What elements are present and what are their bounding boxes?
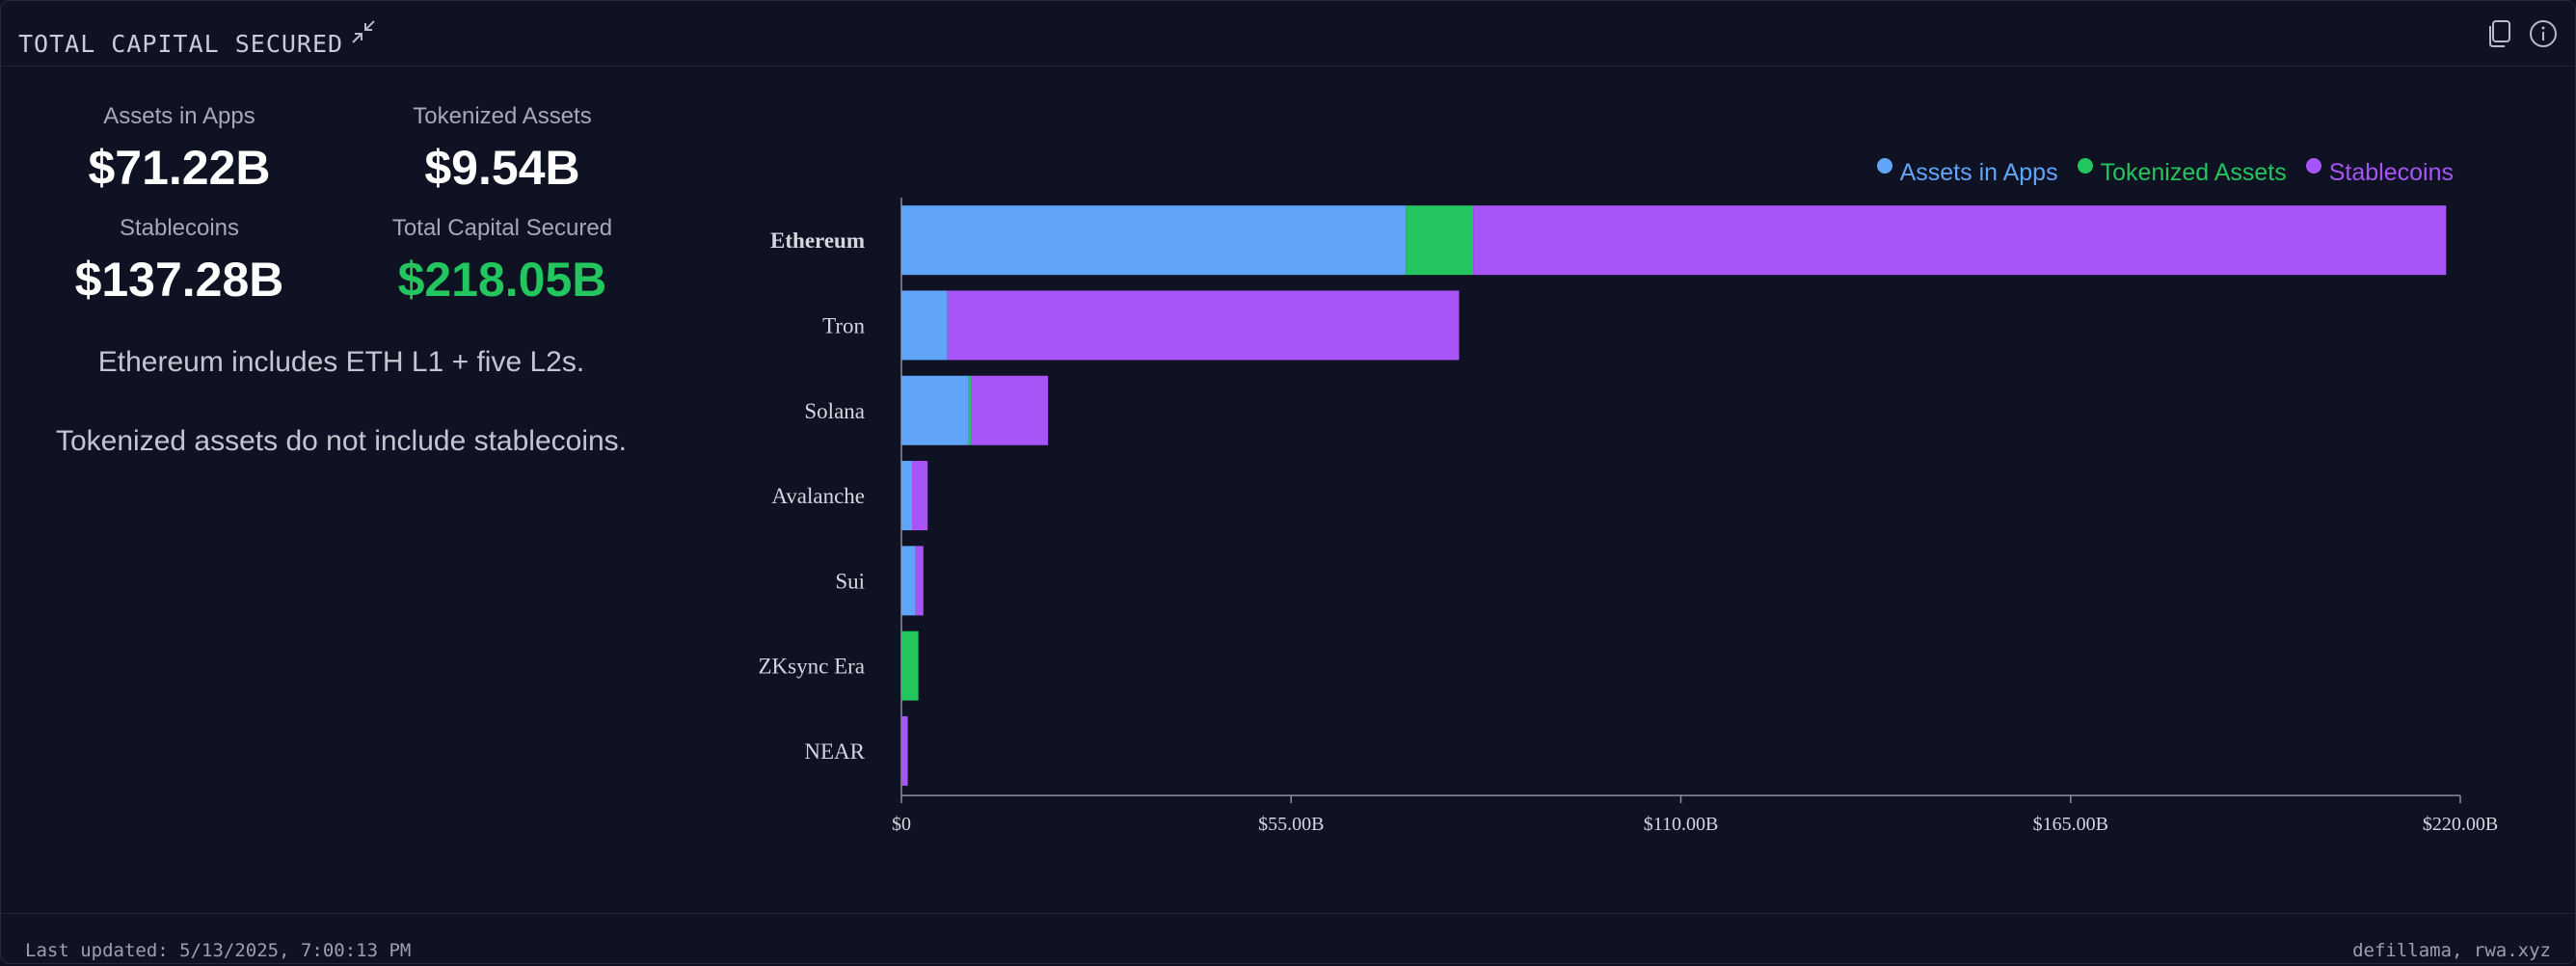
note-tokenized-assets: Tokenized assets do not include stableco… <box>55 425 628 457</box>
bar-near-stablecoins[interactable] <box>901 715 908 786</box>
category-label-avalanche: Avalanche <box>771 484 865 508</box>
x-tick-label: $55.00B <box>1258 814 1324 835</box>
bar-solana-assets-in-apps[interactable] <box>901 375 969 445</box>
bar-ethereum-tokenized-assets[interactable] <box>1406 205 1474 276</box>
stat-stablecoins: Stablecoins $137.28B <box>25 215 334 308</box>
stat-value: $9.54B <box>424 141 580 195</box>
stat-label: Tokenized Assets <box>413 103 592 129</box>
panel-header: TOTAL CAPITAL SECURED <box>1 1 2575 67</box>
bar-sui-assets-in-apps[interactable] <box>901 546 916 616</box>
chart-legend: Assets in Apps Tokenized Assets Stableco… <box>1858 157 2454 187</box>
category-label-near: NEAR <box>804 739 865 764</box>
bar-avalanche-stablecoins[interactable] <box>912 461 928 531</box>
bar-tron-assets-in-apps[interactable] <box>901 290 948 361</box>
category-label-ethereum: Ethereum <box>770 228 865 253</box>
bar-tron-stablecoins[interactable] <box>947 290 1460 361</box>
stat-value: $218.05B <box>397 253 607 307</box>
bar-ethereum-assets-in-apps[interactable] <box>901 205 1407 276</box>
note-ethereum-l2s: Ethereum includes ETH L1 + five L2s. <box>97 346 585 378</box>
stat-assets-in-apps: Assets in Apps $71.22B <box>25 103 334 196</box>
stat-total-capital-secured: Total Capital Secured $218.05B <box>348 215 657 308</box>
stat-label: Assets in Apps <box>103 103 255 129</box>
legend-dot-icon <box>1876 157 1892 174</box>
legend-dot-icon <box>2305 157 2321 174</box>
bar-ethereum-stablecoins[interactable] <box>1473 205 2447 276</box>
data-sources-text: defillama, rwa.xyz <box>2352 940 2551 961</box>
category-label-solana: Solana <box>804 399 865 423</box>
bar-sui-stablecoins[interactable] <box>915 546 924 616</box>
category-label-tron: Tron <box>822 313 865 337</box>
panel-title: TOTAL CAPITAL SECURED <box>18 30 344 58</box>
x-tick-label: $220.00B <box>2423 814 2498 835</box>
stat-value: $71.22B <box>88 141 271 195</box>
legend-item-tokenized-assets[interactable]: Tokenized Assets <box>2077 157 2287 187</box>
legend-dot-icon <box>2077 157 2093 174</box>
stat-value: $137.28B <box>74 253 284 307</box>
last-updated-text: Last updated: 5/13/2025, 7:00:13 PM <box>25 940 412 961</box>
bar-solana-stablecoins[interactable] <box>971 375 1049 445</box>
stat-tokenized-assets: Tokenized Assets $9.54B <box>348 103 657 196</box>
stat-label: Stablecoins <box>119 215 240 241</box>
legend-label: Tokenized Assets <box>2100 159 2287 186</box>
stacked-bar-chart: Ethereum Tron Solana Avalanche Sui ZKsync Era… <box>759 198 2498 835</box>
category-label-sui: Sui <box>835 569 865 593</box>
panel-footer: Last updated: 5/13/2025, 7:00:13 PM defi… <box>1 913 2575 966</box>
legend-label: Assets in Apps <box>1899 159 2058 186</box>
bar-zksync-era-tokenized-assets[interactable] <box>901 631 919 701</box>
legend-item-assets-in-apps[interactable]: Assets in Apps <box>1876 157 2058 187</box>
x-tick-label: $110.00B <box>1644 814 1719 835</box>
stat-label: Total Capital Secured <box>391 215 613 241</box>
bar-solana-tokenized-assets[interactable] <box>968 375 972 445</box>
collapse-arrows-icon[interactable] <box>350 18 377 45</box>
copy-icon[interactable] <box>2484 18 2513 49</box>
info-icon[interactable] <box>2528 18 2559 49</box>
x-tick-label: $165.00B <box>2033 814 2108 835</box>
bar-avalanche-assets-in-apps[interactable] <box>901 461 913 531</box>
legend-label: Stablecoins <box>2328 159 2454 186</box>
category-label-zksync-era: ZKsync Era <box>759 655 866 679</box>
legend-item-stablecoins[interactable]: Stablecoins <box>2305 157 2454 187</box>
x-tick-label: $0 <box>892 814 911 835</box>
